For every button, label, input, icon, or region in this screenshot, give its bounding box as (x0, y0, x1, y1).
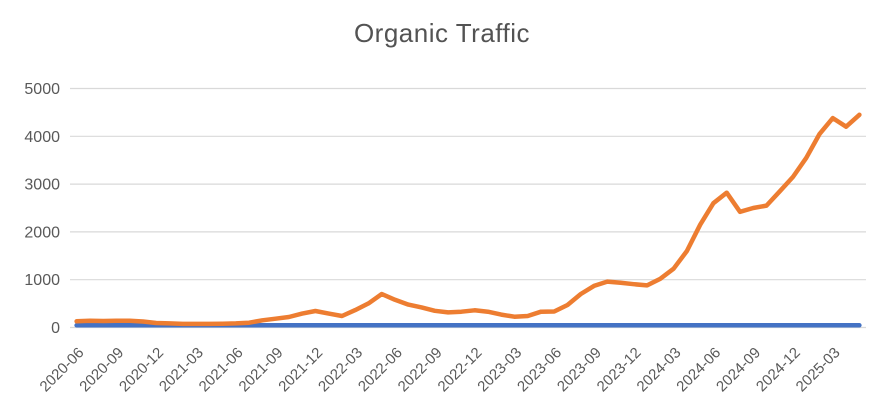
y-axis-tick-label: 0 (51, 320, 60, 337)
y-axis-tick-label: 4000 (24, 129, 60, 146)
y-axis-tick-label: 5000 (24, 81, 60, 98)
y-axis-tick-label: 1000 (24, 272, 60, 289)
y-axis-tick-label: 2000 (24, 224, 60, 241)
y-axis-tick-label: 3000 (24, 177, 60, 194)
chart-title: Organic Traffic (353, 18, 531, 48)
x-axis-tick-label: 2025-03 (793, 344, 844, 395)
organic-traffic-line (74, 112, 862, 327)
